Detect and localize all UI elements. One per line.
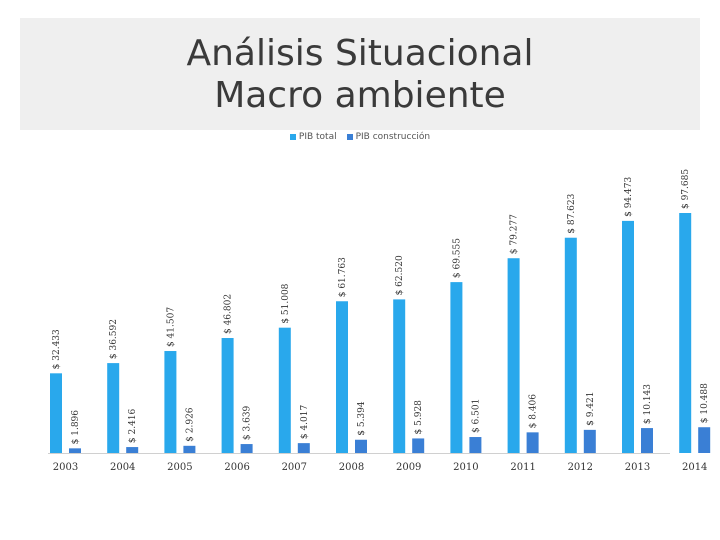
title-band [20,18,700,130]
bar-pib-construccion-2012 [583,429,596,453]
data-label-pib-construccion-2003: $ 1.896 [71,410,81,445]
x-tick-label-2010: 2010 [453,462,478,473]
bar-pib-construccion-2011 [526,432,539,453]
bar-pib-total-2005 [164,351,177,453]
x-tick-label-2003: 2003 [53,462,78,473]
bar-pib-construccion-2007 [297,443,310,453]
data-label-pib-construccion-2009: $ 5.928 [414,400,424,435]
data-label-pib-total-2004: $ 36.592 [109,319,119,359]
bar-pib-construccion-2003 [69,448,81,453]
legend-label-pib-construccion: PIB construcción [355,132,431,142]
data-label-pib-total-2012: $ 87.623 [567,193,577,233]
data-label-pib-total-2013: $ 94.473 [624,177,634,217]
bar-pib-construccion-2014 [698,427,711,453]
data-label-pib-total-2011: $ 79.277 [510,214,520,254]
bar-pib-total-2010 [450,282,463,453]
slide-title-line-1: Análisis Situacional [186,33,534,74]
chart-legend: PIB total PIB construcción [0,132,720,142]
data-label-pib-total-2009: $ 62.520 [395,255,405,295]
legend-swatch-pib-total [289,134,296,140]
data-label-pib-total-2007: $ 51.008 [281,283,291,323]
bar-pib-total-2011 [507,258,520,453]
data-label-pib-construccion-2013: $ 10.143 [643,384,653,424]
data-label-pib-total-2005: $ 41.507 [166,307,176,347]
bar-pib-construccion-2010 [469,437,482,453]
bar-pib-construccion-2009 [412,438,425,453]
data-label-pib-construccion-2012: $ 9.421 [586,391,596,425]
slide-title: Análisis Situacional Macro ambiente [0,33,720,117]
data-label-pib-construccion-2006: $ 3.639 [243,405,253,440]
bar-pib-construccion-2005 [183,445,196,453]
legend-swatch-pib-construccion [346,134,353,140]
data-label-pib-total-2008: $ 61.763 [338,257,348,297]
bar-pib-total-2006 [221,338,234,453]
data-label-pib-construccion-2008: $ 5.394 [357,401,367,436]
bar-pib-total-2012 [564,237,577,453]
bar-pib-total-2007 [278,327,291,453]
data-label-pib-construccion-2004: $ 2.416 [128,408,138,443]
data-label-pib-total-2014: $ 97.685 [681,169,691,209]
bar-pib-total-2004 [107,363,120,453]
bar-pib-total-2009 [393,299,406,453]
bar-pib-construccion-2013 [641,428,653,453]
legend-item-pib-total: PIB total [289,132,337,142]
x-tick-label-2009: 2009 [396,462,421,473]
legend-label-pib-total: PIB total [298,132,337,142]
bar-pib-total-2003 [50,373,62,453]
data-label-pib-total-2010: $ 69.555 [452,238,462,278]
x-tick-label-2011: 2011 [510,462,535,473]
x-tick-label-2007: 2007 [282,462,307,473]
x-tick-label-2008: 2008 [339,462,364,473]
bar-pib-construccion-2008 [355,439,367,453]
data-label-pib-total-2003: $ 32.433 [52,329,62,369]
x-tick-label-2013: 2013 [625,462,650,473]
bar-pib-total-2014 [679,213,692,453]
bar-pib-total-2008 [336,301,348,453]
data-label-pib-construccion-2011: $ 8.406 [529,394,539,429]
legend-item-pib-construccion: PIB construcción [346,132,431,142]
data-label-pib-construccion-2007: $ 4.017 [300,405,310,440]
x-tick-label-2004: 2004 [110,462,135,473]
data-label-pib-construccion-2014: $ 10.488 [700,383,710,423]
x-tick-label-2005: 2005 [167,462,192,473]
data-label-pib-construccion-2010: $ 6.501 [471,399,481,433]
x-tick-label-2012: 2012 [568,462,593,473]
bar-pib-total-2013 [622,220,634,453]
slide-title-line-2: Macro ambiente [214,75,506,116]
bar-pib-construccion-2004 [126,447,139,453]
bar-pib-construccion-2006 [240,444,253,453]
data-label-pib-total-2006: $ 46.802 [224,294,234,334]
x-tick-label-2014: 2014 [682,462,707,473]
x-tick-label-2006: 2006 [224,462,249,473]
data-label-pib-construccion-2005: $ 2.926 [185,407,195,442]
